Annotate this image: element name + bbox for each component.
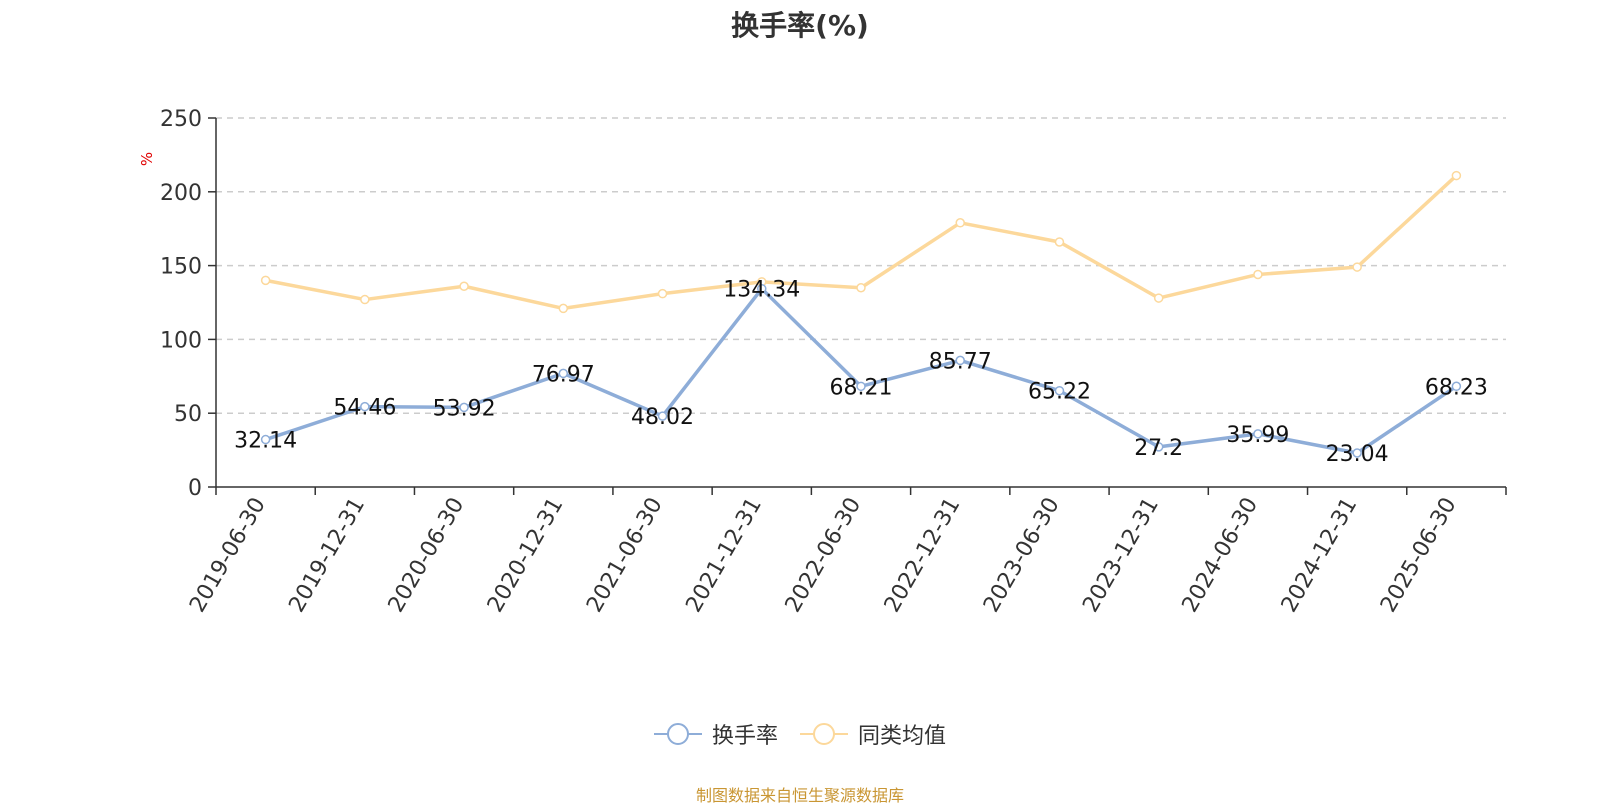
data-point [1352, 448, 1362, 458]
data-label: 35.99 [1226, 423, 1289, 448]
data-point [1352, 262, 1362, 272]
data-label: 53.92 [433, 396, 496, 421]
data-point [1153, 293, 1164, 303]
data-label: 23.04 [1326, 442, 1389, 467]
data-point [1054, 237, 1065, 247]
chart-title: 换手率(%) [731, 9, 869, 42]
y-tick-label: 100 [160, 328, 202, 353]
data-label: 48.02 [631, 405, 694, 430]
legend-marker-turnover-icon [653, 723, 702, 745]
legend-marker-average-icon [800, 723, 848, 745]
data-point [1253, 269, 1263, 280]
x-tick-label: 2021-06-30 [582, 494, 668, 617]
data-point [1253, 429, 1263, 439]
y-tick-label: 150 [160, 255, 202, 280]
x-tick-label: 2025-06-30 [1376, 494, 1462, 617]
data-point [459, 281, 469, 292]
x-tick-label: 2019-12-31 [284, 494, 370, 617]
data-label: 32.14 [234, 429, 297, 454]
data-source-note: 制图数据来自恒生聚源数据库 [695, 786, 904, 805]
y-tick-label: 0 [188, 476, 202, 501]
data-label: 85.77 [929, 349, 992, 374]
data-point [1054, 385, 1065, 396]
y-tick-label: 250 [160, 107, 202, 132]
y-tick-label: 50 [174, 402, 202, 427]
data-point [1451, 381, 1462, 392]
legend-label-turnover: 换手率 [711, 724, 778, 749]
x-tick-label: 2020-06-30 [384, 493, 470, 616]
label-layer: 32.14 54.46 53.92 76.97 48.02 134.34 68.21 85.7… [234, 278, 1488, 467]
data-point [1153, 442, 1164, 452]
legend: 换手率 同类均值 [0, 718, 1600, 750]
data-point [856, 381, 866, 392]
data-point [955, 218, 965, 228]
legend-item-turnover[interactable]: 换手率 [653, 718, 778, 750]
x-tick-label: 2022-12-31 [880, 493, 966, 616]
data-label: 65.22 [1028, 380, 1091, 405]
x-tick-label: 2019-06-30 [185, 494, 271, 617]
x-tick-label: 2024-12-31 [1277, 494, 1363, 617]
data-label: 54.46 [333, 396, 396, 421]
series-layer [260, 170, 1462, 458]
data-label: 68.21 [830, 375, 893, 400]
data-point [757, 283, 767, 294]
x-tick-label: 2024-06-30 [1178, 494, 1264, 617]
grid-layer [216, 117, 1506, 414]
data-point [856, 282, 866, 293]
data-point [260, 275, 271, 286]
data-point [360, 294, 370, 305]
x-tick-label: 2022-06-30 [781, 494, 867, 617]
legend-item-average[interactable]: 同类均值 [800, 718, 946, 750]
y-tick-label: 200 [160, 181, 202, 206]
data-label: 27.2 [1134, 436, 1183, 461]
data-point [558, 368, 569, 379]
data-point [955, 355, 965, 366]
data-point [459, 402, 469, 413]
data-label: 76.97 [532, 362, 595, 387]
data-point [657, 288, 668, 299]
data-point [260, 434, 271, 445]
legend-label-average: 同类均值 [858, 724, 947, 749]
data-label: 68.23 [1425, 375, 1488, 400]
data-point [657, 411, 668, 421]
x-tick-label: 2021-12-31 [681, 494, 767, 617]
x-tick-label: 2020-12-31 [483, 494, 569, 617]
data-point [558, 303, 569, 314]
x-tick-label: 2023-06-30 [979, 494, 1065, 617]
data-point [360, 401, 370, 412]
x-tick-label: 2023-12-31 [1078, 494, 1164, 617]
data-label: 134.34 [723, 278, 800, 303]
data-point [1451, 170, 1462, 181]
